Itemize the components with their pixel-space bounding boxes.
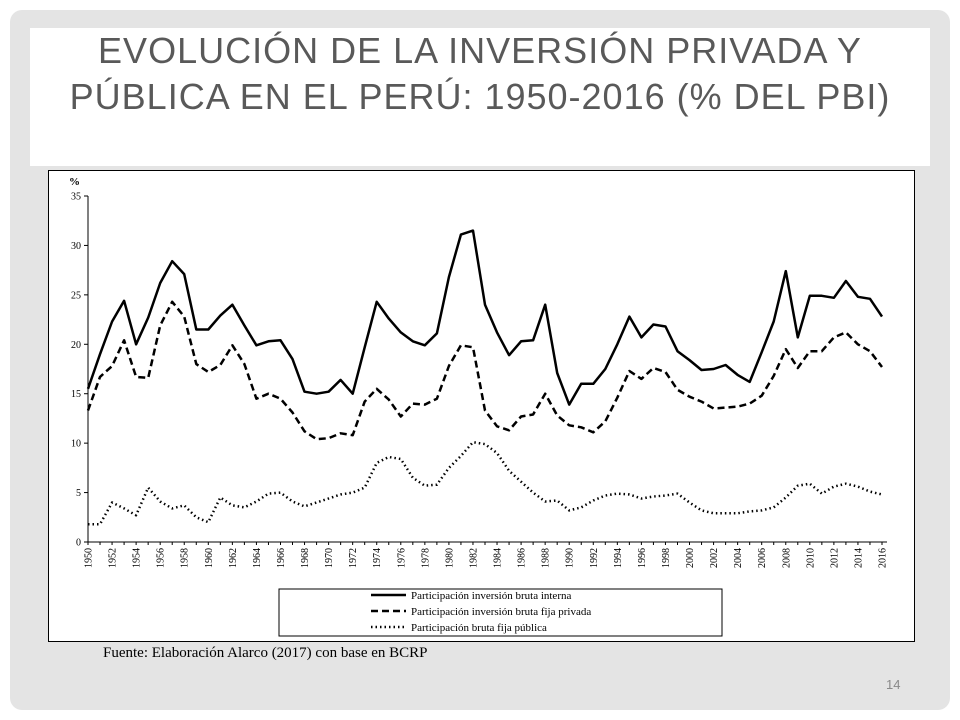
x-tick-label: 2008 bbox=[781, 548, 792, 568]
x-tick-label: 1958 bbox=[180, 548, 191, 568]
x-tick-label: 2006 bbox=[757, 548, 768, 568]
legend: Participación inversión bruta interna Pa… bbox=[278, 588, 723, 637]
x-tick-label: 1970 bbox=[324, 548, 335, 568]
x-tick-label: 1994 bbox=[613, 548, 624, 568]
y-tick-label: 30 bbox=[71, 241, 81, 252]
x-tick-label: 1976 bbox=[396, 548, 407, 568]
x-tick-label: 2004 bbox=[733, 548, 744, 568]
x-axis-ticks: 1950 1952 1954 1956 1958 1960 1962 1964 1966 1968… bbox=[84, 542, 889, 568]
legend-box bbox=[278, 588, 723, 637]
x-tick-label: 1984 bbox=[493, 548, 504, 568]
title-box bbox=[30, 28, 930, 166]
x-tick-label: 1956 bbox=[156, 548, 167, 568]
x-tick-label: 1998 bbox=[661, 548, 672, 568]
x-tick-label: 1986 bbox=[517, 548, 528, 568]
x-tick-label: 1960 bbox=[204, 548, 215, 568]
x-tick-label: 1964 bbox=[252, 548, 263, 568]
y-tick-label: 35 bbox=[71, 192, 81, 203]
source-note: Fuente: Elaboración Alarco (2017) con ba… bbox=[103, 645, 428, 661]
y-tick-label: 25 bbox=[71, 290, 81, 301]
series-lines bbox=[86, 229, 884, 526]
x-tick-label: 1988 bbox=[541, 548, 552, 568]
line-chart: % 0 5 10 15 20 25 30 35 1950 1952 1954 1956 1958 196… bbox=[69, 176, 889, 637]
x-tick-label: 2010 bbox=[805, 548, 816, 568]
series-line-inversion-bruta-interna bbox=[86, 229, 884, 406]
x-tick-label: 1952 bbox=[108, 548, 119, 568]
x-tick-label: 1992 bbox=[589, 548, 600, 568]
y-axis-unit-label: % bbox=[69, 176, 80, 188]
x-tick-label: 1974 bbox=[372, 548, 383, 568]
x-tick-label: 1972 bbox=[348, 548, 359, 568]
series-line-inversion-fija-privada bbox=[86, 300, 883, 441]
y-axis-ticks: 0 5 10 15 20 25 30 35 bbox=[71, 192, 88, 549]
legend-label-fija-publica: Participación bruta fija pública bbox=[411, 622, 547, 634]
y-tick-label: 10 bbox=[71, 439, 81, 450]
y-tick-label: 20 bbox=[71, 340, 81, 351]
x-tick-label: 2016 bbox=[878, 548, 889, 568]
x-tick-label: 1996 bbox=[637, 548, 648, 568]
x-tick-label: 1966 bbox=[276, 548, 287, 568]
x-tick-label: 1978 bbox=[420, 548, 431, 568]
x-tick-label: 1990 bbox=[565, 548, 576, 568]
x-tick-label: 1982 bbox=[468, 548, 479, 568]
x-tick-label: 2014 bbox=[853, 548, 864, 568]
x-tick-label: 1968 bbox=[300, 548, 311, 568]
chart-panel: % 0 5 10 15 20 25 30 35 1950 1952 1954 1956 1958 196… bbox=[48, 170, 915, 642]
x-tick-label: 1950 bbox=[84, 548, 95, 568]
x-tick-label: 1954 bbox=[132, 548, 143, 568]
x-tick-label: 2002 bbox=[709, 548, 720, 568]
slide-title: Evolución de la inversión privada y públ… bbox=[69, 30, 891, 117]
y-tick-label: 5 bbox=[76, 488, 81, 499]
y-tick-label: 0 bbox=[76, 538, 81, 549]
legend-label-inversion-fija-privada: Participación inversión bruta fija priva… bbox=[411, 606, 591, 618]
y-tick-label: 15 bbox=[71, 389, 81, 400]
x-tick-label: 2012 bbox=[829, 548, 840, 568]
x-tick-label: 1980 bbox=[444, 548, 455, 568]
x-tick-label: 1962 bbox=[228, 548, 239, 568]
legend-label-inversion-bruta-interna: Participación inversión bruta interna bbox=[411, 590, 571, 602]
page-number: 14 bbox=[886, 677, 901, 692]
series-line-fija-publica bbox=[88, 440, 883, 526]
x-tick-label: 2000 bbox=[685, 548, 696, 568]
